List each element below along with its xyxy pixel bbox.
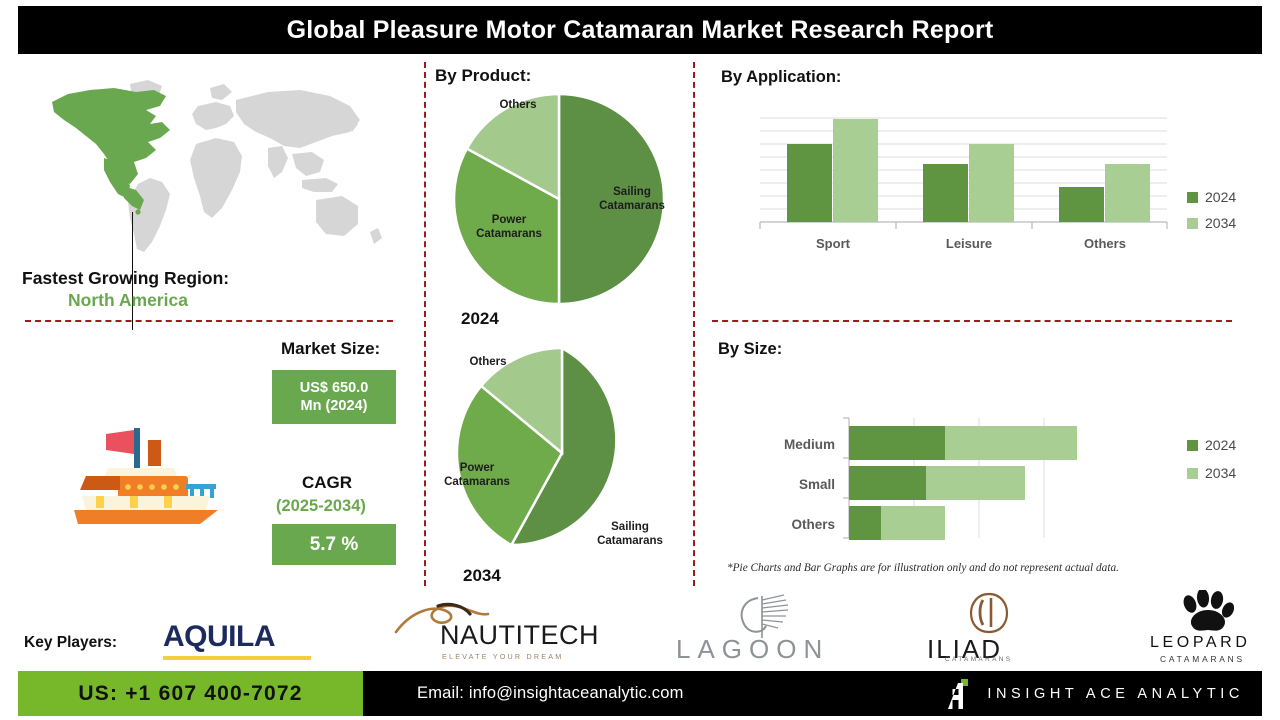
bar-chart-by-application: Sport Leisure Others 2024 2034 xyxy=(759,117,1236,251)
horizontal-divider-right xyxy=(712,320,1232,322)
nautitech-swoosh-icon xyxy=(394,602,490,634)
footer-phone[interactable]: US: +1 607 400-7072 xyxy=(18,671,363,716)
market-size-line-1: US$ 650.0 xyxy=(299,379,369,396)
ytick-medium: Medium xyxy=(784,437,835,452)
ytick-size-others: Others xyxy=(791,517,835,532)
bar-medium-2034 xyxy=(945,426,1077,460)
logo-lagoon: LAGOON xyxy=(672,592,862,664)
key-players-label: Key Players: xyxy=(24,634,118,651)
legend-label-2034: 2034 xyxy=(1205,215,1236,231)
iliad-emblem-icon xyxy=(969,592,1009,634)
logo-nautitech-text: NAUTITECH xyxy=(440,620,599,650)
logo-aquila-underline xyxy=(163,656,311,660)
bar-chart-by-size: Medium Small Others 2024 2034 xyxy=(784,417,1236,540)
lagoon-fern-icon xyxy=(740,594,789,638)
pie-slice-sailing-2024 xyxy=(557,92,666,306)
catamaran-boat-icon xyxy=(74,428,218,524)
world-map-icon xyxy=(52,80,382,252)
logo-lagoon-text: LAGOON xyxy=(676,634,830,664)
logo-nautitech: NAUTITECH ELEVATE YOUR DREAM xyxy=(392,602,599,664)
cagr-value-box: 5.7 % xyxy=(272,524,396,565)
pie-slice-power-2034 xyxy=(455,384,564,547)
bar-sport-2034 xyxy=(833,119,878,222)
insight-ace-a-logo-icon xyxy=(948,678,969,709)
pie-year-2024: 2024 xyxy=(461,309,499,328)
footer-bar: US: +1 607 400-7072 Email: info@insighta… xyxy=(18,671,1262,716)
pie-slice-power-2024 xyxy=(452,146,561,306)
logo-aquila: AQUILA xyxy=(163,620,313,664)
horizontal-divider-left xyxy=(25,320,393,322)
bar-small-2034 xyxy=(926,466,1025,500)
market-size-title: Market Size: xyxy=(281,339,381,358)
section-title-by-size: By Size: xyxy=(718,340,783,358)
legend-label-size-2024: 2024 xyxy=(1205,437,1236,453)
vertical-divider-left xyxy=(424,62,426,586)
logo-iliad: ILIAD CATAMARANS xyxy=(925,592,1055,664)
fastest-growing-region-panel xyxy=(14,64,414,330)
footer-brand-name: INSIGHT ACE ANALYTIC xyxy=(987,685,1244,702)
logo-leopard-tagline: CATAMARANS xyxy=(1160,654,1245,664)
legend-label-size-2034: 2034 xyxy=(1205,465,1236,481)
legend-label-2024: 2024 xyxy=(1205,189,1236,205)
header-bar: Global Pleasure Motor Catamaran Market R… xyxy=(18,6,1262,54)
cagr-title: CAGR xyxy=(302,473,353,492)
pie-chart-by-product-2024 xyxy=(452,92,666,306)
pie-slice-others-2034 xyxy=(479,346,564,456)
ytick-small: Small xyxy=(799,477,835,492)
pie-chart-by-product-2034 xyxy=(455,345,618,547)
pie-year-2034: 2034 xyxy=(463,566,501,585)
legend-swatch-2024 xyxy=(1187,192,1198,203)
logo-iliad-text: ILIAD xyxy=(927,634,1003,664)
logo-aquila-text: AQUILA xyxy=(163,620,276,653)
bar-size-others-2024 xyxy=(849,506,881,540)
market-size-value-box: US$ 650.0 Mn (2024) xyxy=(272,370,396,424)
legend-swatch-2034 xyxy=(1187,218,1198,229)
pie-slice-others-2024 xyxy=(465,92,561,202)
logo-iliad-tagline: CATAMARANS xyxy=(945,656,1013,663)
bar-medium-2024 xyxy=(849,426,945,460)
pie-slice-sailing-2034 xyxy=(509,345,618,547)
bar-leisure-2034 xyxy=(969,144,1014,222)
leopard-paw-icon xyxy=(1183,590,1235,631)
market-size-line-2: Mn (2024) xyxy=(300,398,368,414)
bar-leisure-2024 xyxy=(923,164,968,222)
bar-others-2024 xyxy=(1059,187,1104,222)
section-title-by-product: By Product: xyxy=(435,66,532,85)
logo-nautitech-tagline: ELEVATE YOUR DREAM xyxy=(442,652,564,661)
fastest-growing-region-label: Fastest Growing Region: xyxy=(22,268,230,288)
xtick-leisure: Leisure xyxy=(946,236,992,251)
logo-leopard: LEOPARD CATAMARANS xyxy=(1150,590,1275,668)
xtick-sport: Sport xyxy=(816,236,851,251)
xtick-others: Others xyxy=(1084,236,1126,251)
cagr-years: (2025-2034) xyxy=(276,497,366,515)
footer-brand: INSIGHT ACE ANALYTIC xyxy=(947,678,1244,709)
section-title-by-application: By Application: xyxy=(721,68,842,86)
footer-right-section: Email: info@insightaceanalytic.com INSIG… xyxy=(363,671,1262,716)
bar-others-2034 xyxy=(1105,164,1150,222)
page-title: Global Pleasure Motor Catamaran Market R… xyxy=(286,15,994,44)
legend-swatch-size-2024 xyxy=(1187,440,1198,451)
bar-sport-2024 xyxy=(787,144,832,222)
bar-small-2024 xyxy=(849,466,926,500)
footer-email[interactable]: Email: info@insightaceanalytic.com xyxy=(417,684,684,702)
chart-disclaimer: *Pie Charts and Bar Graphs are for illus… xyxy=(727,562,1119,574)
map-pointer-line xyxy=(132,212,133,330)
bar-size-others-2034 xyxy=(881,506,945,540)
legend-swatch-size-2034 xyxy=(1187,468,1198,479)
fastest-growing-region-value: North America xyxy=(68,290,188,310)
cagr-value: 5.7 % xyxy=(309,533,359,555)
vertical-divider-right xyxy=(693,62,695,586)
logo-leopard-text: LEOPARD xyxy=(1150,634,1251,651)
